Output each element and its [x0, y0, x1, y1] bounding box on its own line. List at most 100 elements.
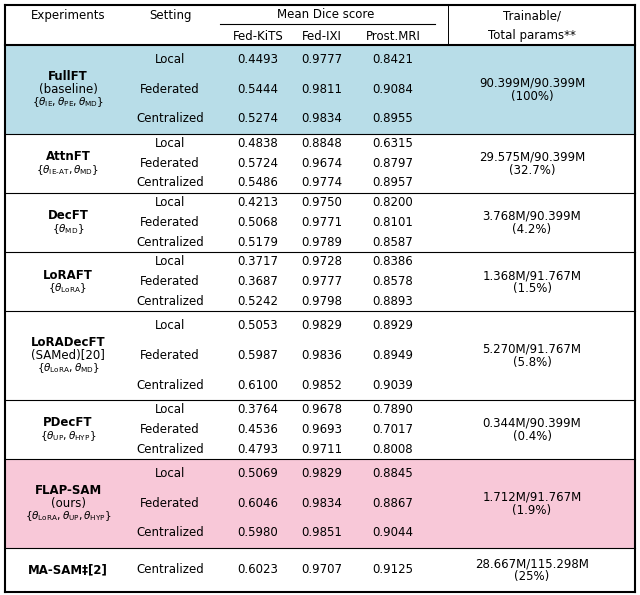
Text: (0.4%): (0.4%) — [513, 430, 552, 443]
Text: 0.5068: 0.5068 — [237, 216, 278, 229]
Text: 0.9829: 0.9829 — [301, 467, 342, 480]
Text: Local: Local — [155, 467, 185, 480]
Text: 0.8848: 0.8848 — [301, 137, 342, 150]
Text: Total params**: Total params** — [488, 30, 576, 42]
Text: 0.4838: 0.4838 — [237, 137, 278, 150]
Text: 0.9125: 0.9125 — [372, 563, 413, 577]
Text: FullFT: FullFT — [48, 70, 88, 83]
Text: 0.9771: 0.9771 — [301, 216, 342, 229]
Text: 0.9707: 0.9707 — [301, 563, 342, 577]
Text: 0.8200: 0.8200 — [372, 196, 413, 209]
Text: 0.9044: 0.9044 — [372, 527, 413, 539]
Text: $\{\theta_{\mathrm{LoRA}},\theta_{\mathrm{MD}}\}$: $\{\theta_{\mathrm{LoRA}},\theta_{\mathr… — [36, 362, 99, 375]
Text: 0.9798: 0.9798 — [301, 295, 342, 308]
Text: 0.8949: 0.8949 — [372, 349, 413, 362]
Text: 0.4213: 0.4213 — [237, 196, 278, 209]
Text: $\{\theta_{\mathrm{UP}},\theta_{\mathrm{HYP}}\}$: $\{\theta_{\mathrm{UP}},\theta_{\mathrm{… — [40, 429, 96, 443]
Text: PDecFT: PDecFT — [44, 416, 93, 430]
Text: $\{\theta_{\mathrm{LoRA}}\}$: $\{\theta_{\mathrm{LoRA}}\}$ — [49, 281, 88, 295]
Text: 0.9777: 0.9777 — [301, 275, 342, 288]
Text: LoRADecFT: LoRADecFT — [31, 336, 106, 349]
Text: 0.5053: 0.5053 — [237, 320, 278, 333]
Text: 1.712M/91.767M: 1.712M/91.767M — [483, 491, 582, 504]
Text: Centralized: Centralized — [136, 563, 204, 577]
Text: 0.9789: 0.9789 — [301, 236, 342, 249]
Text: 0.9836: 0.9836 — [301, 349, 342, 362]
Text: 0.5179: 0.5179 — [237, 236, 278, 249]
Bar — [5, 459, 635, 547]
Text: 0.5724: 0.5724 — [237, 156, 278, 170]
Text: Centralized: Centralized — [136, 378, 204, 392]
Text: LoRAFT: LoRAFT — [43, 268, 93, 281]
Text: Local: Local — [155, 320, 185, 333]
Text: 0.9678: 0.9678 — [301, 403, 342, 416]
Text: 0.8955: 0.8955 — [372, 112, 413, 126]
Text: 0.8587: 0.8587 — [372, 236, 413, 249]
Text: 0.8929: 0.8929 — [372, 320, 413, 333]
Text: Centralized: Centralized — [136, 527, 204, 539]
Text: DecFT: DecFT — [47, 209, 88, 223]
Text: Prost.MRI: Prost.MRI — [365, 30, 420, 42]
Text: Trainable/: Trainable/ — [503, 10, 561, 23]
Text: 0.8797: 0.8797 — [372, 156, 413, 170]
Text: 0.3687: 0.3687 — [237, 275, 278, 288]
Text: 0.8421: 0.8421 — [372, 54, 413, 66]
Text: 0.5486: 0.5486 — [237, 177, 278, 189]
Text: 0.8893: 0.8893 — [372, 295, 413, 308]
Text: 0.8578: 0.8578 — [372, 275, 413, 288]
Text: Setting: Setting — [148, 10, 191, 23]
Text: Federated: Federated — [140, 216, 200, 229]
Text: 0.6315: 0.6315 — [372, 137, 413, 150]
Text: 0.5242: 0.5242 — [237, 295, 278, 308]
Text: (baseline): (baseline) — [38, 83, 97, 96]
Text: 29.575M/90.399M: 29.575M/90.399M — [479, 151, 585, 164]
Text: $\{\theta_{\mathrm{LoRA}},\theta_{\mathrm{UP}},\theta_{\mathrm{HYP}}\}$: $\{\theta_{\mathrm{LoRA}},\theta_{\mathr… — [24, 509, 111, 523]
Text: 0.6100: 0.6100 — [237, 378, 278, 392]
Text: 0.3764: 0.3764 — [237, 403, 278, 416]
Text: Local: Local — [155, 403, 185, 416]
Text: 0.9834: 0.9834 — [301, 497, 342, 510]
Text: 0.6046: 0.6046 — [237, 497, 278, 510]
Text: (1.9%): (1.9%) — [513, 504, 552, 517]
Text: 0.5444: 0.5444 — [237, 83, 278, 96]
Text: 0.9829: 0.9829 — [301, 320, 342, 333]
Text: (25%): (25%) — [515, 571, 550, 583]
Text: 0.9039: 0.9039 — [372, 378, 413, 392]
Text: Federated: Federated — [140, 275, 200, 288]
Text: 28.667M/115.298M: 28.667M/115.298M — [475, 558, 589, 571]
Text: Centralized: Centralized — [136, 443, 204, 456]
Text: 0.7017: 0.7017 — [372, 423, 413, 436]
Text: $\{\theta_{\mathrm{IE\text{-}AT}},\theta_{\mathrm{MD}}\}$: $\{\theta_{\mathrm{IE\text{-}AT}},\theta… — [36, 163, 100, 177]
Text: (SAMed)[20]: (SAMed)[20] — [31, 349, 105, 362]
Bar — [5, 45, 635, 134]
Text: 0.8845: 0.8845 — [372, 467, 413, 480]
Text: 0.5987: 0.5987 — [237, 349, 278, 362]
Text: 0.9728: 0.9728 — [301, 255, 342, 268]
Text: 0.9750: 0.9750 — [301, 196, 342, 209]
Text: 0.9711: 0.9711 — [301, 443, 342, 456]
Text: 0.9851: 0.9851 — [301, 527, 342, 539]
Text: 0.8386: 0.8386 — [372, 255, 413, 268]
Text: Federated: Federated — [140, 83, 200, 96]
Text: 0.4493: 0.4493 — [237, 54, 278, 66]
Text: Fed-IXI: Fed-IXI — [302, 30, 342, 42]
Text: Centralized: Centralized — [136, 295, 204, 308]
Text: 90.399M/90.399M: 90.399M/90.399M — [479, 77, 585, 90]
Text: 0.9834: 0.9834 — [301, 112, 342, 126]
Text: 0.4536: 0.4536 — [237, 423, 278, 436]
Text: 0.6023: 0.6023 — [237, 563, 278, 577]
Text: Local: Local — [155, 137, 185, 150]
Text: 0.9774: 0.9774 — [301, 177, 342, 189]
Text: 5.270M/91.767M: 5.270M/91.767M — [483, 343, 582, 356]
Text: 0.5274: 0.5274 — [237, 112, 278, 126]
Text: MA-SAM‡[2]: MA-SAM‡[2] — [28, 563, 108, 577]
Text: Centralized: Centralized — [136, 112, 204, 126]
Text: FLAP-SAM: FLAP-SAM — [35, 484, 102, 497]
Text: 0.8867: 0.8867 — [372, 497, 413, 510]
Text: 0.4793: 0.4793 — [237, 443, 278, 456]
Text: 1.368M/91.767M: 1.368M/91.767M — [483, 269, 582, 282]
Text: 0.9674: 0.9674 — [301, 156, 342, 170]
Text: (5.8%): (5.8%) — [513, 356, 552, 369]
Text: Centralized: Centralized — [136, 177, 204, 189]
Text: 0.344M/90.399M: 0.344M/90.399M — [483, 417, 581, 430]
